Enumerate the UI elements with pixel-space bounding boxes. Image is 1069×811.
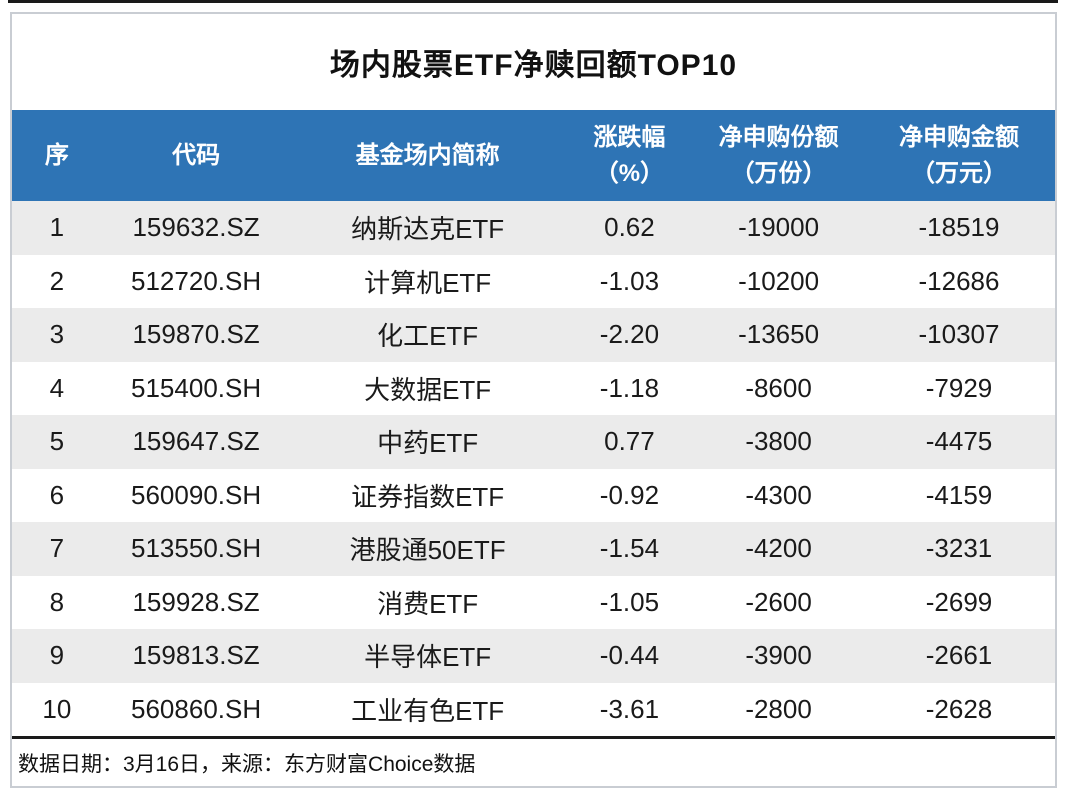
cell-net_subscription_shares: -3900 <box>745 640 812 671</box>
cell-change_pct: -3.61 <box>599 693 660 724</box>
cell-net_subscription_shares: -3800 <box>745 426 812 457</box>
cell-net_subscription_shares: -13650 <box>738 319 820 350</box>
cell-rank: 8 <box>49 586 65 617</box>
column-header-change_pct: 涨跌幅 （%） <box>565 110 694 201</box>
cell-name: 计算机ETF <box>364 267 492 298</box>
etf-redemption-table-card: 场内股票ETF净赎回额TOP10 序 代码 基金场内简称 涨跌幅 （%） 净申购份额 （万份… <box>10 12 1057 788</box>
table-body: 1 159632.SZ 纳斯达克ETF 0.62 -19000 -18519 2 512720… <box>12 201 1055 736</box>
cell-change_pct: -1.18 <box>599 372 660 403</box>
cell-net_subscription_shares: -2800 <box>745 693 812 724</box>
cell-name: 港股通50ETF <box>349 535 506 566</box>
column-header-unit: （万份） <box>730 159 827 187</box>
table-row: 3 159870.SZ 化工ETF -2.20 -13650 -10307 <box>12 308 1055 362</box>
cell-net_subscription_shares: -10200 <box>738 265 820 296</box>
cell-code: 512720.SH <box>131 265 262 296</box>
cell-net_subscription_amount: -2628 <box>925 693 993 724</box>
cell-net_subscription_amount: -2699 <box>925 586 993 617</box>
cell-code: 513550.SH <box>131 533 262 564</box>
table-row: 2 512720.SH 计算机ETF -1.03 -10200 -12686 <box>12 254 1055 308</box>
cell-net_subscription_amount: -18519 <box>918 212 1000 243</box>
cell-code: 515400.SH <box>131 372 262 403</box>
cell-code: 159928.SZ <box>132 586 260 617</box>
column-header-label: 序 <box>44 141 69 169</box>
cell-net_subscription_amount: -12686 <box>918 265 1000 296</box>
cell-code: 159647.SZ <box>132 426 260 457</box>
table-row: 10 560860.SH 工业有色ETF -3.61 -2800 -2628 <box>12 682 1055 736</box>
cell-rank: 10 <box>42 693 72 724</box>
cell-change_pct: -1.54 <box>599 533 660 564</box>
cell-net_subscription_shares: -19000 <box>738 212 820 243</box>
table-row: 6 560090.SH 证券指数ETF -0.92 -4300 -4159 <box>12 468 1055 522</box>
cell-code: 159632.SZ <box>132 212 260 243</box>
cell-name: 中药ETF <box>377 428 479 459</box>
table-row: 1 159632.SZ 纳斯达克ETF 0.62 -19000 -18519 <box>12 201 1055 255</box>
cell-name: 工业有色ETF <box>351 695 505 726</box>
column-header-unit: （万元） <box>911 159 1007 187</box>
top-rule <box>8 0 1058 3</box>
cell-rank: 5 <box>49 426 65 457</box>
column-header-code: 代码 <box>102 110 291 201</box>
cell-name: 化工ETF <box>377 321 479 352</box>
cell-change_pct: -1.05 <box>599 586 660 617</box>
cell-name: 半导体ETF <box>364 642 492 673</box>
cell-change_pct: 0.62 <box>604 212 655 243</box>
column-header-label: 代码 <box>172 141 221 169</box>
cell-net_subscription_amount: -4475 <box>925 426 993 457</box>
cell-net_subscription_shares: -2600 <box>745 586 812 617</box>
cell-net_subscription_amount: -7929 <box>925 372 993 403</box>
cell-rank: 6 <box>49 479 65 510</box>
cell-net_subscription_shares: -8600 <box>745 372 812 403</box>
cell-name: 纳斯达克ETF <box>351 214 505 245</box>
table-row: 7 513550.SH 港股通50ETF -1.54 -4200 -3231 <box>12 522 1055 576</box>
cell-name: 消费ETF <box>377 588 479 619</box>
cell-rank: 7 <box>49 533 65 564</box>
table-footnote: 数据日期：3月16日，来源：东方财富Choice数据 <box>12 736 1055 786</box>
cell-net_subscription_shares: -4200 <box>745 533 812 564</box>
cell-change_pct: -1.03 <box>599 265 660 296</box>
cell-net_subscription_amount: -10307 <box>918 319 1000 350</box>
column-header-label: 净申购金额 <box>899 123 1019 151</box>
cell-code: 159870.SZ <box>132 319 260 350</box>
cell-code: 560090.SH <box>131 479 262 510</box>
cell-change_pct: -2.20 <box>599 319 660 350</box>
table-row: 5 159647.SZ 中药ETF 0.77 -3800 -4475 <box>12 415 1055 469</box>
table-title: 场内股票ETF净赎回额TOP10 <box>329 49 738 82</box>
table-row: 9 159813.SZ 半导体ETF -0.44 -3900 -2661 <box>12 629 1055 683</box>
cell-rank: 9 <box>49 640 65 671</box>
cell-net_subscription_amount: -2661 <box>925 640 993 671</box>
cell-code: 560860.SH <box>131 693 262 724</box>
cell-code: 159813.SZ <box>132 640 260 671</box>
cell-net_subscription_amount: -3231 <box>925 533 993 564</box>
column-header-net_subscription_shares: 净申购份额 （万份） <box>694 110 863 201</box>
column-header-unit: （%） <box>594 159 665 187</box>
cell-change_pct: -0.92 <box>599 479 660 510</box>
table-header: 序 代码 基金场内简称 涨跌幅 （%） 净申购份额 （万份） 净申购金额 （万元） <box>12 110 1055 201</box>
column-header-name: 基金场内简称 <box>290 110 564 201</box>
cell-net_subscription_shares: -4300 <box>745 479 812 510</box>
cell-rank: 3 <box>49 319 65 350</box>
column-header-net_subscription_amount: 净申购金额 （万元） <box>863 110 1055 201</box>
cell-name: 大数据ETF <box>364 374 492 405</box>
cell-change_pct: -0.44 <box>599 640 660 671</box>
table-row: 4 515400.SH 大数据ETF -1.18 -8600 -7929 <box>12 361 1055 415</box>
column-header-label: 涨跌幅 <box>593 123 666 151</box>
table-row: 8 159928.SZ 消费ETF -1.05 -2600 -2699 <box>12 575 1055 629</box>
cell-name: 证券指数ETF <box>351 481 505 512</box>
cell-rank: 2 <box>49 265 65 296</box>
column-header-rank: 序 <box>12 110 102 201</box>
column-header-label: 基金场内简称 <box>355 141 500 169</box>
cell-change_pct: 0.77 <box>604 426 655 457</box>
cell-rank: 1 <box>49 212 65 243</box>
cell-rank: 4 <box>49 372 65 403</box>
cell-net_subscription_amount: -4159 <box>925 479 993 510</box>
column-header-label: 净申购份额 <box>718 123 839 151</box>
